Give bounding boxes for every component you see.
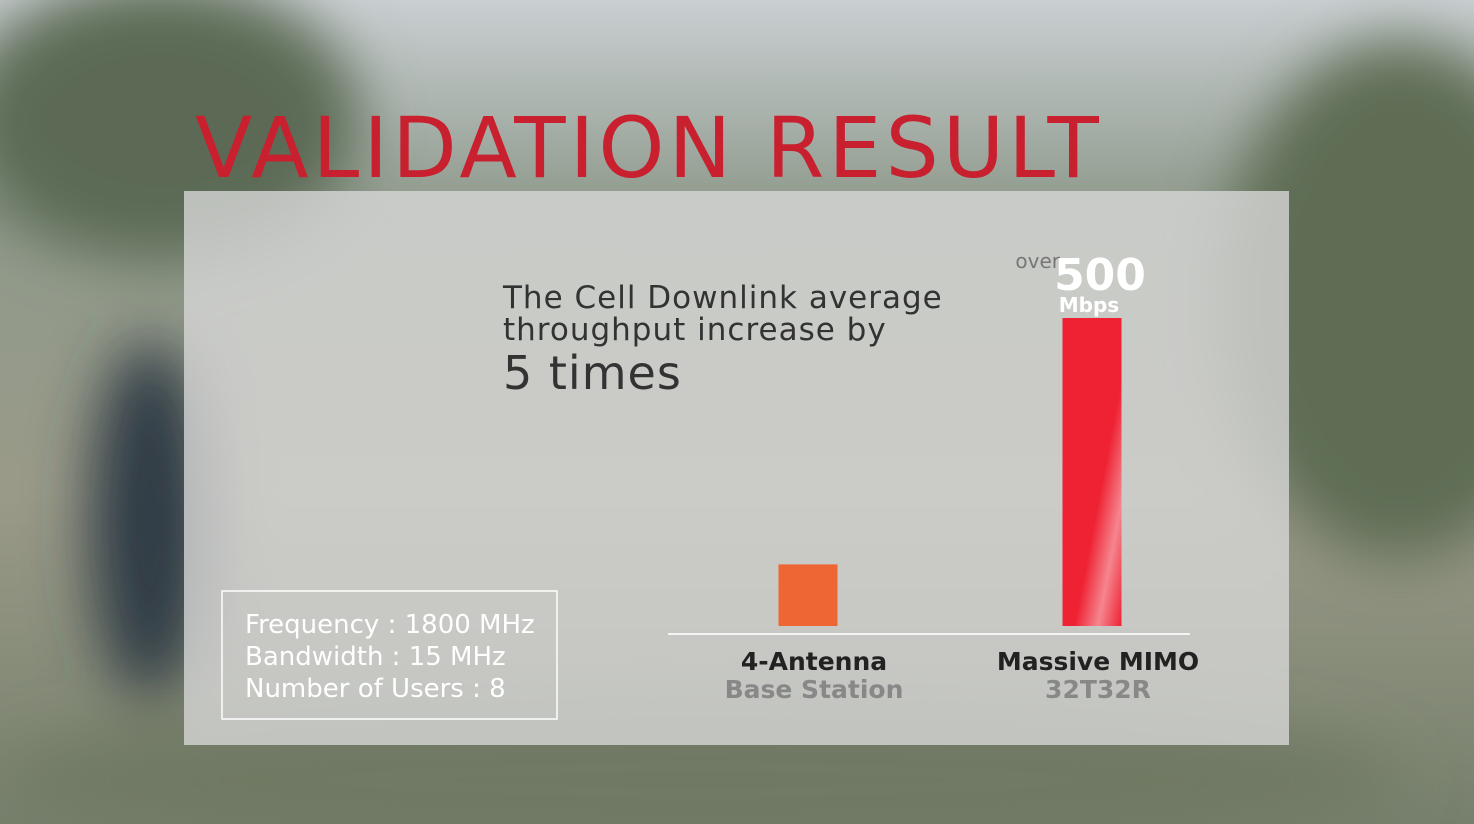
title: VALIDATION RESULT (195, 99, 1103, 197)
value-label-prefix: over (1015, 249, 1060, 273)
info-line: Number of Users : 8 (245, 674, 506, 704)
bar (778, 564, 838, 626)
info-box (221, 590, 558, 720)
headline-line: throughput increase by (503, 312, 887, 348)
category-label: Massive MIMO (997, 647, 1199, 676)
headline-emphasis: 5 times (503, 346, 682, 400)
info-line: Frequency : 1800 MHz (245, 610, 535, 640)
value-label: 500 (1054, 250, 1146, 301)
category-label: 4-Antenna (741, 647, 887, 676)
category-sublabel: 32T32R (1045, 675, 1151, 704)
value-unit: Mbps (1059, 293, 1119, 317)
chart: The Cell Downlink average throughput inc… (221, 249, 1199, 720)
info-line: Bandwidth : 15 MHz (245, 642, 506, 672)
category-sublabel: Base Station (725, 675, 904, 704)
headline-line: The Cell Downlink average (502, 280, 943, 316)
bar-shine (1062, 318, 1122, 626)
